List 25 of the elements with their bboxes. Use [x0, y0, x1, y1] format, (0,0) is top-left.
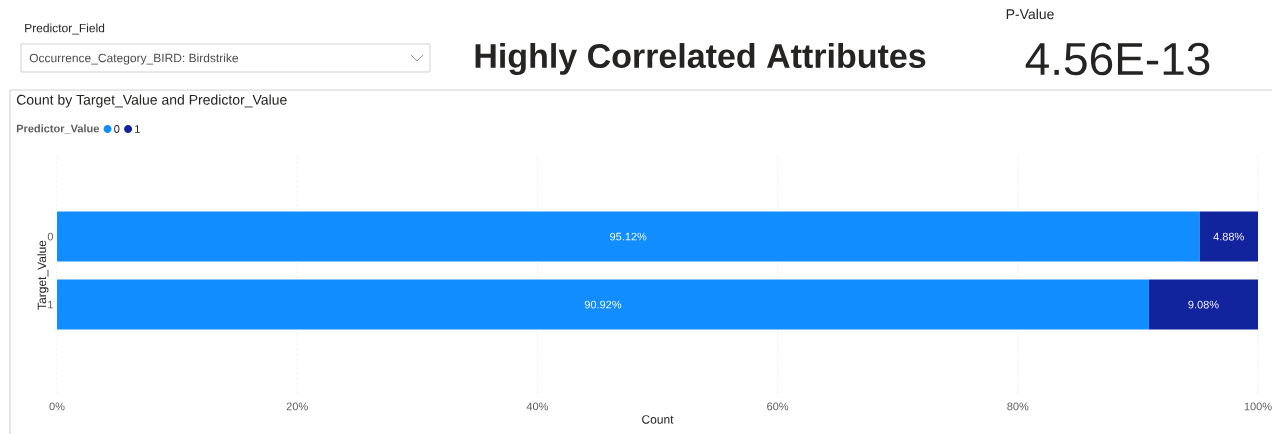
text: Highly Correlated Attributes	[475, 43, 926, 75]
legend-title: Predictor_Value	[16, 124, 99, 134]
data-label: 95.12%	[610, 232, 647, 241]
x-tick-label: 100%	[1244, 402, 1272, 411]
x-tick-label: 60%	[767, 402, 789, 411]
x-axis-title: Count	[642, 415, 674, 424]
legend-label: 0	[114, 125, 120, 133]
y-axis-title: Target_Value	[37, 240, 49, 310]
x-tick-label: 20%	[286, 402, 308, 411]
data-label: 4.88%	[1213, 232, 1244, 241]
text: 4.56E-13	[1025, 42, 1210, 76]
x-tick-label: 40%	[526, 402, 548, 411]
legend-label: 1	[135, 125, 140, 133]
text: P-Value	[1006, 8, 1054, 20]
text: Predictor_Field	[25, 23, 105, 35]
bar	[57, 279, 1149, 330]
bar	[1199, 211, 1258, 262]
data-label: 9.08%	[1188, 300, 1219, 309]
data-label: 90.92%	[584, 300, 622, 309]
x-tick-label: 0%	[49, 402, 65, 411]
x-tick-label: 80%	[1007, 402, 1029, 411]
chart-title: Count by Target_Value and Predictor_Value	[16, 94, 287, 108]
bar	[1148, 279, 1258, 330]
text: Occurrence_Category_BIRD: Birdstrike	[29, 53, 239, 65]
bar	[57, 211, 1200, 262]
